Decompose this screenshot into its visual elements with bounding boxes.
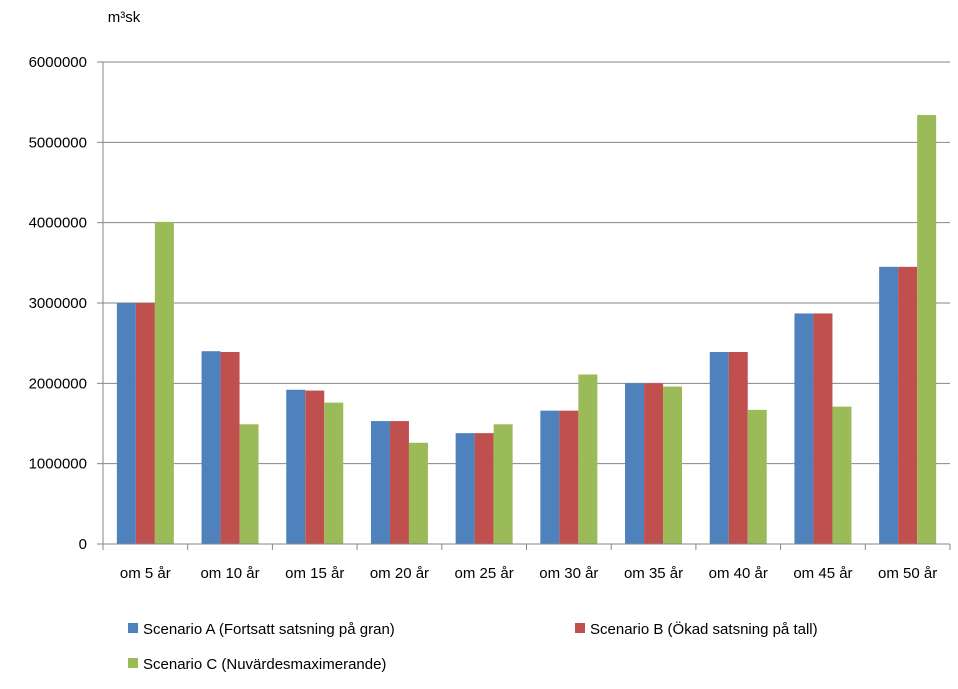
- bar-scenario-b: [644, 383, 664, 544]
- x-tick-label: om 50 år: [878, 565, 937, 582]
- legend-label: Scenario C (Nuvärdesmaximerande): [143, 656, 386, 673]
- bar-scenario-a: [540, 410, 560, 544]
- bar-scenario-b: [474, 433, 494, 544]
- x-tick-label: om 10 år: [200, 565, 259, 582]
- x-tick-label: om 15 år: [285, 565, 344, 582]
- bar-scenario-c: [239, 424, 259, 544]
- bar-scenario-a: [455, 433, 475, 544]
- bar-scenario-b: [305, 390, 325, 544]
- bar-scenario-b: [135, 303, 155, 544]
- y-tick-label: 1000000: [29, 456, 87, 473]
- bar-scenario-a: [201, 351, 221, 544]
- y-tick-label: 0: [79, 536, 87, 553]
- bar-scenario-a: [116, 303, 136, 544]
- bar-scenario-b: [813, 313, 833, 544]
- legend-swatch: [575, 623, 585, 633]
- legend-swatch: [128, 658, 138, 668]
- bar-scenario-c: [324, 402, 344, 544]
- x-tick-label: om 30 år: [539, 565, 598, 582]
- bar-scenario-c: [493, 424, 513, 544]
- y-tick-label: 2000000: [29, 375, 87, 392]
- bar-scenario-c: [917, 115, 937, 545]
- x-tick-label: om 40 år: [709, 565, 768, 582]
- y-tick-label: 5000000: [29, 134, 87, 151]
- legend-label: Scenario B (Ökad satsning på tall): [590, 620, 818, 638]
- x-tick-label: om 45 år: [793, 565, 852, 582]
- legend: Scenario A (Fortsatt satsning på gran) Sc…: [128, 620, 818, 673]
- bar-scenario-a: [709, 352, 729, 544]
- legend-label: Scenario A (Fortsatt satsning på gran): [143, 621, 395, 638]
- bar-scenario-b: [389, 421, 409, 544]
- x-tick-label: om 25 år: [455, 565, 514, 582]
- bars: [116, 115, 937, 545]
- bar-scenario-a: [286, 389, 306, 544]
- bar-scenario-c: [578, 374, 598, 544]
- bar-scenario-b: [898, 266, 918, 544]
- x-tick-label: om 35 år: [624, 565, 683, 582]
- bar-scenario-c: [663, 386, 683, 544]
- y-tick-label: 4000000: [29, 215, 87, 232]
- bar-scenario-a: [794, 313, 814, 544]
- bar-scenario-b: [220, 352, 240, 544]
- y-axis-label: m³sk: [108, 9, 141, 26]
- x-tick-label: om 5 år: [120, 565, 171, 582]
- bar-scenario-c: [154, 221, 174, 544]
- x-tick-label: om 20 år: [370, 565, 429, 582]
- bar-scenario-c: [832, 406, 852, 544]
- legend-swatch: [128, 623, 138, 633]
- axes: 0 1000000 2000000 3000000 4000000 5000000 6000…: [29, 54, 951, 582]
- bar-scenario-a: [370, 421, 390, 544]
- bar-scenario-a: [625, 383, 645, 544]
- bar-scenario-c: [747, 409, 767, 544]
- bar-scenario-a: [879, 266, 899, 544]
- y-tick-label: 6000000: [29, 54, 87, 71]
- bar-scenario-c: [408, 442, 428, 544]
- y-tick-label: 3000000: [29, 295, 87, 312]
- bar-scenario-b: [728, 352, 748, 544]
- bar-scenario-b: [559, 410, 579, 544]
